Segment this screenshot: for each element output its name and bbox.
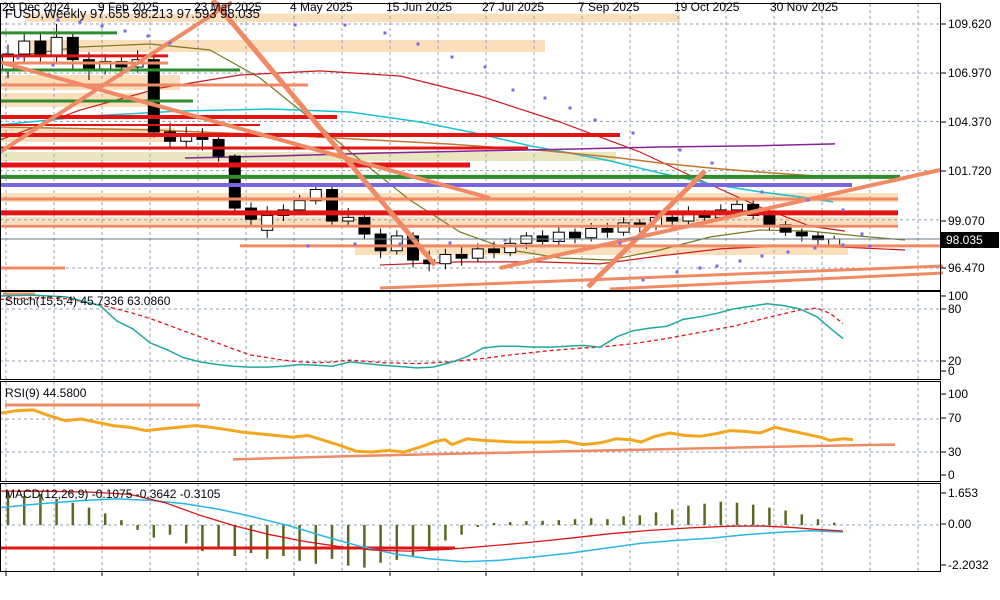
date-axis-label: 9 Feb 2025: [98, 0, 159, 14]
price-axis-label: 109.620: [948, 17, 992, 31]
date-axis-label: 15 Jun 2025: [386, 0, 453, 14]
rsi-label: RSI(9) 44.5800: [5, 386, 87, 400]
candle: [569, 228, 581, 244]
price-axis-label: 101.720: [948, 164, 992, 178]
candle: [374, 228, 387, 259]
stoch-axis-label: 80: [948, 302, 962, 316]
candle: [552, 226, 565, 246]
price-axis-label: 106.970: [948, 66, 992, 80]
axis-ticks: [5, 23, 946, 576]
candle: [666, 213, 679, 227]
stoch-axis-label: 100: [948, 289, 969, 303]
panel-frames: [0, 3, 941, 572]
macd-axis-label: 1.653: [948, 486, 979, 500]
date-axis-label: 23 Mar 2025: [194, 0, 262, 14]
rsi-axis-label: 0: [948, 468, 955, 482]
candle: [390, 230, 403, 255]
candle: [439, 248, 452, 270]
date-axis-label: 19 Oct 2025: [674, 0, 740, 14]
chart-title-ohlc: FUSD,Weekly 97.655 98.213 97.593 98.035: [5, 6, 260, 21]
date-axis-label: 27 Jul 2025: [482, 0, 545, 14]
current-price-tag: 98.035: [941, 232, 999, 248]
stoch-axis-label: 0: [948, 364, 955, 378]
candle: [34, 33, 47, 64]
date-axis-label: 7 Sep 2025: [578, 0, 640, 14]
date-axis-label: 4 May 2025: [290, 0, 353, 14]
trendlines: [0, 0, 944, 291]
date-axis-label: 30 Nov 2025: [770, 0, 839, 14]
macd-axis-label: -2.2032: [948, 558, 989, 572]
rsi-axis-label: 70: [948, 411, 962, 425]
candle: [326, 185, 338, 225]
price-axis-label: 99.070: [948, 214, 985, 228]
price-axis-label: 104.370: [948, 115, 992, 129]
stoch-axis-label: 20: [948, 354, 962, 368]
date-axis-label: 29 Dec 2024: [2, 0, 71, 14]
rsi-axis-label: 100: [948, 387, 969, 401]
candle: [488, 241, 500, 259]
fractal-dots: [16, 18, 872, 282]
macd-axis-label: 0.00: [948, 517, 972, 531]
stochastic-label: Stoch(15,5,4) 45.7336 63.0860: [5, 294, 171, 308]
candle: [309, 183, 322, 205]
candle: [455, 247, 468, 266]
rsi-panel: [0, 403, 896, 461]
macd-panel: [0, 490, 844, 568]
rsi-axis-label: 30: [948, 445, 962, 459]
macd-label: MACD(12,26,9) -0.1075 -0.3642 -0.3105: [5, 487, 221, 501]
price-axis-label: 96.470: [948, 261, 985, 275]
stochastic-panel: [0, 292, 844, 369]
